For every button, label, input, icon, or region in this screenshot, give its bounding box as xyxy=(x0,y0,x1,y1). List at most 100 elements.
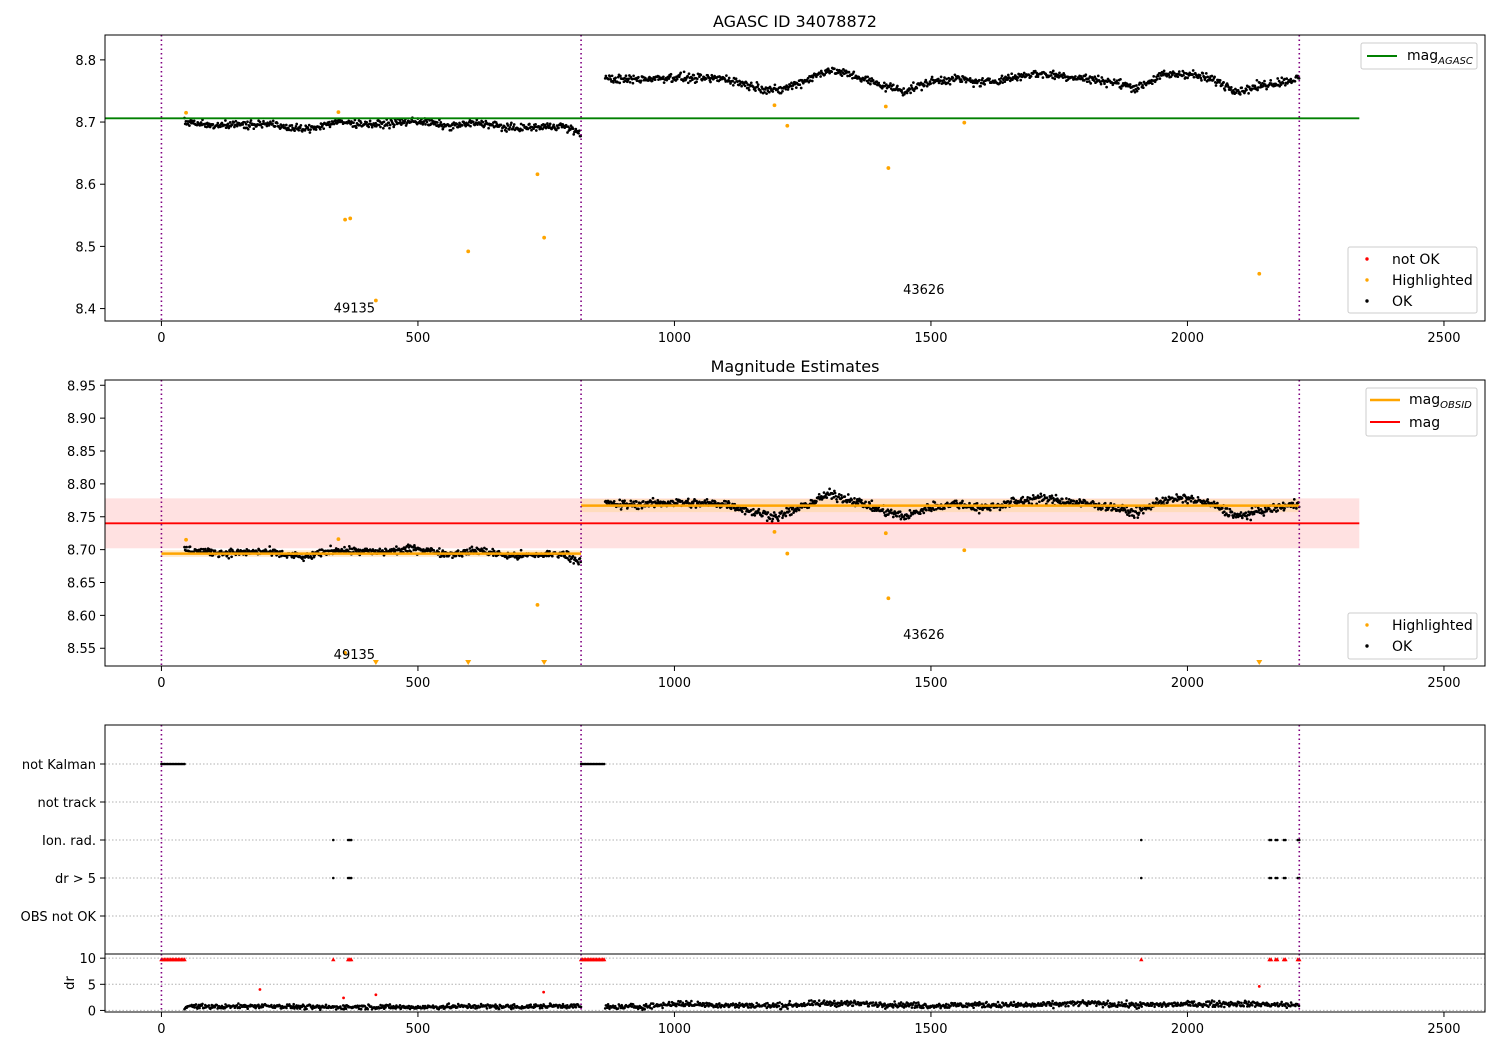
ok-point xyxy=(1186,501,1189,505)
dr-ok-point xyxy=(606,1003,610,1006)
dr-ok-point xyxy=(1087,1000,1090,1003)
ok-point xyxy=(705,498,709,501)
dr-ok-point xyxy=(1189,1004,1192,1007)
ok-point xyxy=(546,122,549,125)
ok-point xyxy=(934,507,938,511)
ok-point xyxy=(794,509,798,513)
highlighted-point xyxy=(184,110,188,115)
ok-point xyxy=(1141,507,1144,510)
ok-point xyxy=(942,78,946,82)
ok-point xyxy=(1210,74,1214,78)
ok-point xyxy=(729,507,733,511)
highlighted-point xyxy=(962,120,967,125)
ok-point xyxy=(1022,73,1025,77)
ok-point xyxy=(359,548,362,552)
ok-point xyxy=(977,78,981,82)
dr-ok-point xyxy=(291,1005,295,1008)
ok-point xyxy=(1083,499,1087,503)
ok-point xyxy=(1196,495,1200,499)
dr-ok-point xyxy=(193,1006,196,1009)
ok-point xyxy=(1058,499,1062,503)
highlighted-point xyxy=(535,172,540,177)
dr-ok-point xyxy=(1133,1005,1137,1008)
y-tick-label: 8.65 xyxy=(67,577,96,592)
ok-point xyxy=(1158,77,1162,80)
ok-point xyxy=(1130,90,1133,94)
flag-point xyxy=(349,876,353,880)
ok-point xyxy=(709,501,713,505)
legend-frame xyxy=(1360,42,1478,70)
dr-ok-point xyxy=(972,1006,975,1009)
ok-point xyxy=(1189,496,1192,500)
dr-ok-point xyxy=(973,1001,977,1004)
ok-point xyxy=(988,508,992,512)
dr-ok-point xyxy=(298,1007,302,1010)
dr-ok-point xyxy=(1223,1005,1226,1009)
legend-not-ok-marker xyxy=(1365,257,1369,261)
ok-point xyxy=(1105,85,1108,89)
dr-ok-point xyxy=(1106,999,1110,1003)
ok-point xyxy=(1281,81,1285,85)
ok-point xyxy=(703,499,707,502)
ok-point xyxy=(334,119,337,122)
ok-point xyxy=(784,87,788,91)
dr-ok-point xyxy=(1216,1002,1220,1006)
dr-ok-point xyxy=(652,1002,655,1005)
dr-not-ok-point xyxy=(1257,984,1261,988)
ok-point xyxy=(686,497,690,501)
ok-point xyxy=(460,124,464,127)
dr-ok-point xyxy=(1000,1005,1003,1009)
ok-point xyxy=(271,122,274,126)
ok-point xyxy=(367,125,371,129)
dr-ok-point xyxy=(1220,1005,1223,1008)
ok-point xyxy=(756,85,759,89)
dr-ok-point xyxy=(648,1004,651,1007)
legend-mag-label: mag xyxy=(1409,415,1440,431)
ok-point xyxy=(566,131,569,134)
ok-point xyxy=(836,71,840,75)
ok-point xyxy=(386,124,389,127)
ok-point xyxy=(1054,493,1058,497)
ok-point xyxy=(359,121,363,125)
ok-point xyxy=(1236,88,1240,92)
dr-ok-point xyxy=(246,1007,249,1010)
dr-ok-point xyxy=(616,1007,620,1010)
ok-point xyxy=(205,125,209,129)
plot-content xyxy=(105,35,1360,321)
dr-ok-segment xyxy=(183,1002,583,1011)
ok-point xyxy=(278,550,282,553)
ok-point xyxy=(955,502,959,505)
dr-ok-point xyxy=(238,1006,242,1010)
y-tick-label: 8.55 xyxy=(67,642,96,657)
obsid-label: 49135 xyxy=(334,648,375,663)
ok-point xyxy=(185,545,188,549)
ok-point xyxy=(1021,495,1025,499)
dr-ok-point xyxy=(384,1006,387,1009)
ok-point xyxy=(1201,72,1205,75)
dr-ok-point xyxy=(882,1004,886,1007)
dr-ok-point xyxy=(485,1007,489,1010)
ok-point xyxy=(464,124,468,128)
ok-point xyxy=(552,123,556,127)
dr-ok-segment xyxy=(603,999,1301,1012)
highlighted-point xyxy=(535,602,540,607)
ok-point xyxy=(768,517,772,521)
ok-point xyxy=(860,80,863,83)
dr-ok-point xyxy=(1201,1005,1204,1008)
ok-point xyxy=(671,80,674,83)
ok-point xyxy=(329,544,332,548)
ok-point xyxy=(188,545,192,549)
ok-point xyxy=(1038,500,1041,504)
ok-point xyxy=(1222,81,1225,84)
ok-point xyxy=(230,123,234,126)
ok-point xyxy=(830,70,834,74)
y-tick-label: 8.4 xyxy=(75,303,96,318)
ok-point xyxy=(499,123,503,127)
ok-point xyxy=(284,123,288,127)
highlighted-point xyxy=(336,110,341,114)
dr-ok-point xyxy=(736,1003,740,1007)
ok-point xyxy=(403,120,407,123)
dr-ok-point xyxy=(630,1005,634,1008)
ok-point xyxy=(770,513,773,517)
ok-point xyxy=(483,546,486,550)
